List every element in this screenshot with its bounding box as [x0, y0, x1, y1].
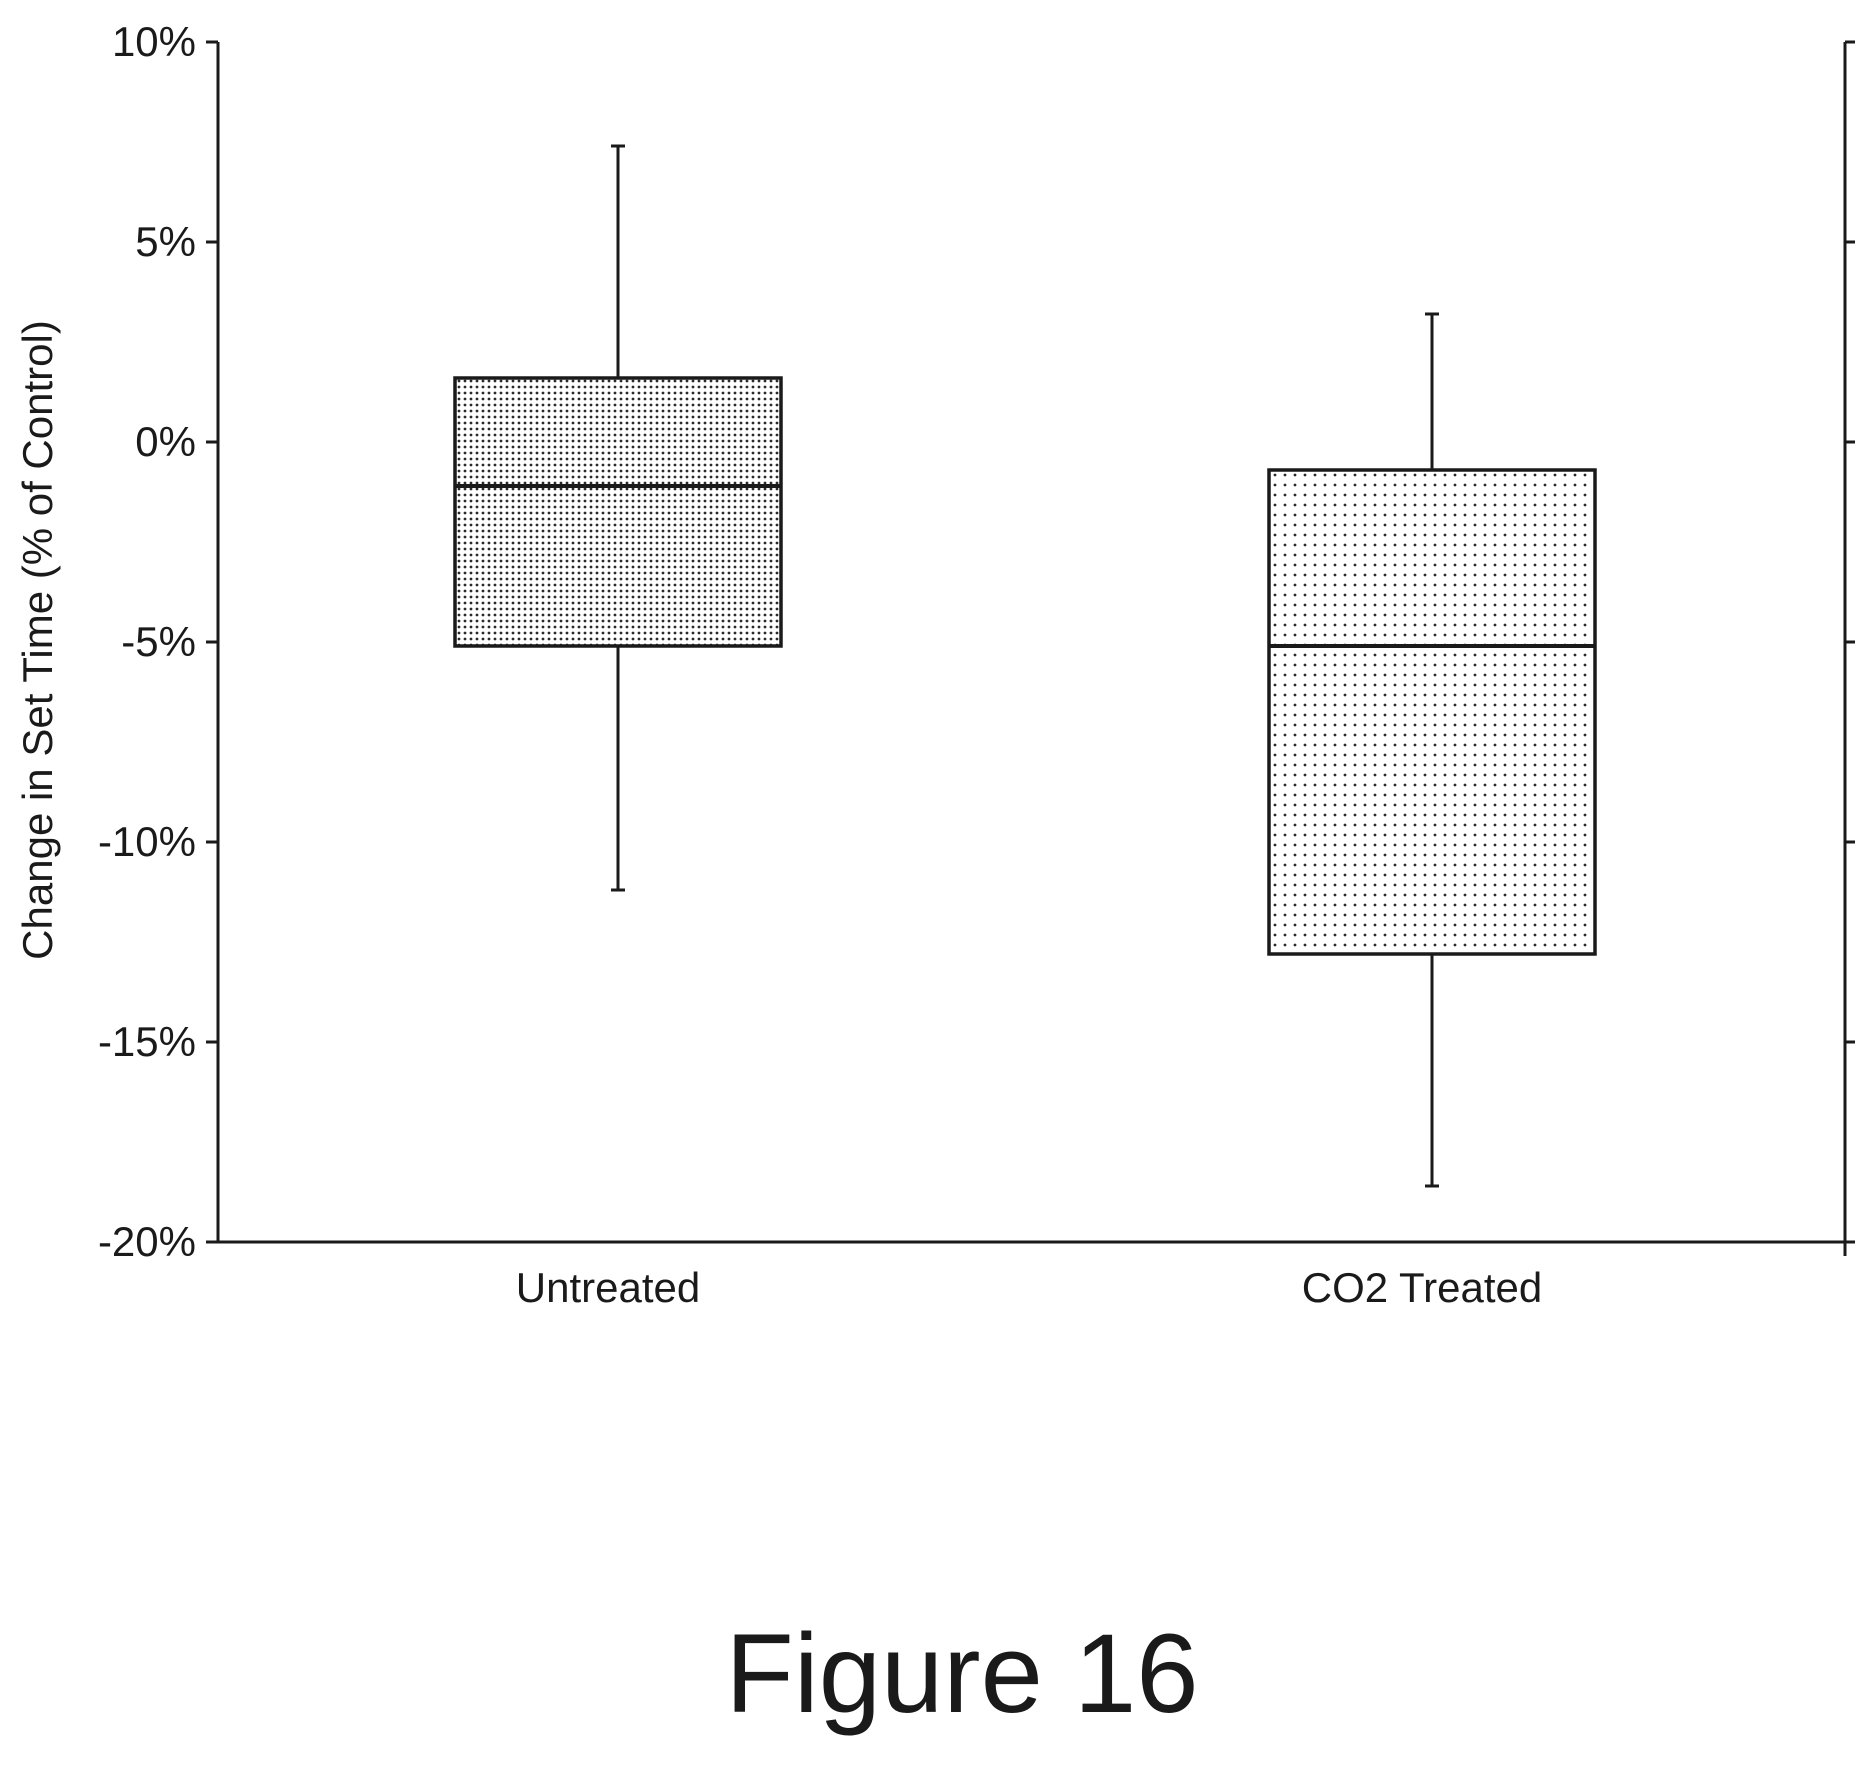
y-tick-label: 10%	[112, 18, 196, 65]
box-untreated	[453, 144, 783, 892]
box-co2-treated	[1267, 312, 1597, 1188]
box-iqr	[1267, 468, 1597, 956]
y-tick-label: -5%	[121, 618, 196, 665]
y-tick-label: -10%	[98, 818, 196, 865]
y-axis-title: Change in Set Time (% of Control)	[14, 320, 61, 960]
x-category-label: CO2 Treated	[1302, 1264, 1542, 1311]
figure-caption: Figure 16	[725, 1611, 1198, 1736]
box-iqr	[453, 376, 783, 648]
labels: 10% 5% 0% -5% -10% -15% -20% Untreated CO2 Treat…	[98, 18, 1542, 1311]
boxes	[453, 144, 1597, 1188]
axes	[206, 40, 1855, 1256]
y-tick-label: 0%	[135, 418, 196, 465]
y-tick-label: -15%	[98, 1018, 196, 1065]
x-category-label: Untreated	[516, 1264, 700, 1311]
y-tick-label: 5%	[135, 218, 196, 265]
y-tick-label: -20%	[98, 1218, 196, 1265]
